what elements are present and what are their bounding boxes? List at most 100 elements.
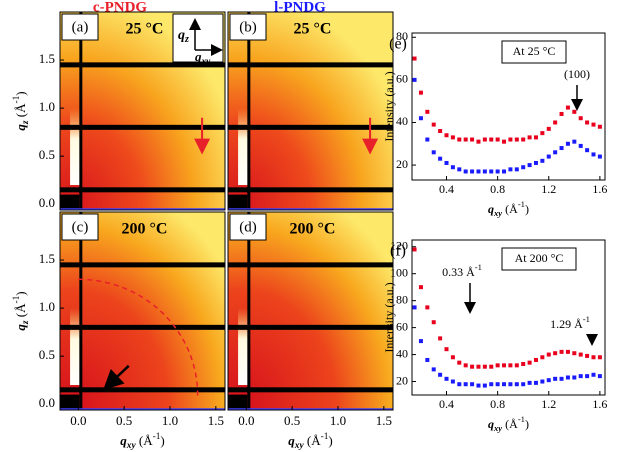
axis-label: (100) bbox=[564, 67, 590, 81]
data-point bbox=[565, 105, 570, 110]
plot-frame bbox=[411, 239, 606, 396]
beamstop-bar bbox=[228, 387, 393, 393]
axis-label: 1.29 Å-1 bbox=[550, 314, 590, 331]
data-point bbox=[514, 382, 519, 387]
y-axis-label: Intensity (a.u.) bbox=[382, 282, 396, 352]
data-point bbox=[540, 379, 545, 384]
x-tick-label: 1.2 bbox=[541, 397, 556, 411]
data-point bbox=[495, 363, 500, 368]
data-point bbox=[546, 126, 551, 131]
scattering-image bbox=[228, 212, 393, 410]
panel-frame bbox=[59, 211, 226, 411]
label-part: xy bbox=[493, 208, 502, 218]
beamstop-bar bbox=[228, 124, 393, 130]
data-point bbox=[521, 137, 526, 142]
beamstop-corner bbox=[60, 194, 80, 210]
scattering-image bbox=[228, 12, 393, 210]
y-tick-label: 80 bbox=[396, 29, 408, 43]
x-tick-label: 0.8 bbox=[490, 397, 505, 411]
panel-frame bbox=[59, 11, 226, 211]
data-point bbox=[591, 355, 596, 360]
data-point bbox=[425, 109, 430, 114]
label-part: q bbox=[488, 417, 494, 431]
x-tick-label: 1.0 bbox=[330, 413, 346, 428]
label-part: ) bbox=[160, 433, 164, 448]
data-point bbox=[444, 160, 449, 165]
y-tick-label: 0.5 bbox=[39, 347, 55, 362]
beamstop-bar bbox=[60, 62, 225, 68]
data-point bbox=[597, 154, 602, 159]
data-point bbox=[502, 363, 507, 368]
label-part: q bbox=[120, 433, 127, 448]
label-part: xy bbox=[201, 57, 212, 67]
data-point bbox=[553, 120, 558, 125]
label-part: -1 bbox=[12, 295, 22, 303]
y-tick-label: 1.5 bbox=[39, 51, 55, 66]
y-tick-label: 40 bbox=[396, 114, 408, 128]
data-point bbox=[502, 169, 507, 174]
data-point bbox=[521, 362, 526, 366]
data-point bbox=[565, 349, 570, 354]
data-point bbox=[578, 352, 583, 357]
y-tick-label: 20 bbox=[396, 373, 408, 387]
panel-label: (d) bbox=[239, 219, 257, 235]
data-point bbox=[597, 374, 602, 379]
data-point bbox=[418, 285, 423, 290]
data-point bbox=[444, 133, 449, 138]
data-point bbox=[565, 375, 570, 380]
data-point bbox=[495, 169, 500, 174]
panel-label: (b) bbox=[239, 19, 257, 35]
data-point bbox=[597, 124, 602, 129]
label-box bbox=[61, 13, 99, 41]
data-point bbox=[502, 139, 507, 144]
label-box bbox=[229, 213, 267, 241]
label-box bbox=[61, 213, 99, 241]
data-point bbox=[540, 131, 545, 136]
data-point bbox=[431, 150, 436, 155]
data-point bbox=[502, 382, 507, 387]
y-axis-label: Intensity (a.u.) bbox=[382, 71, 396, 141]
data-point bbox=[559, 111, 564, 116]
data-point bbox=[418, 116, 423, 121]
specular-stripe bbox=[238, 108, 250, 186]
data-point bbox=[514, 137, 519, 142]
data-point bbox=[591, 152, 596, 157]
label-part: q bbox=[13, 124, 28, 131]
panel-label: (f) bbox=[390, 243, 406, 260]
data-point bbox=[572, 109, 577, 114]
x-tick-label: 0.0 bbox=[70, 413, 86, 428]
data-point bbox=[470, 137, 475, 142]
data-point bbox=[470, 382, 475, 387]
label-part: (Å bbox=[13, 303, 28, 321]
label-part: q bbox=[195, 49, 202, 64]
data-point bbox=[495, 382, 500, 387]
label-part: ) bbox=[13, 291, 28, 295]
data-point bbox=[438, 336, 443, 341]
data-point bbox=[508, 382, 513, 387]
y-tick-label: 80 bbox=[396, 292, 408, 306]
temperature: 25 °C bbox=[294, 21, 332, 38]
data-point bbox=[559, 376, 564, 381]
label-part: (Å bbox=[502, 202, 518, 216]
y-tick-label: 0.5 bbox=[39, 147, 55, 162]
y-tick-label: 20 bbox=[396, 157, 408, 171]
label-part: 1.29 Å bbox=[550, 317, 583, 331]
data-point bbox=[431, 122, 436, 127]
data-point bbox=[527, 163, 532, 168]
axis-label: qz (Å-1) bbox=[12, 291, 31, 330]
beamstop-bar bbox=[60, 262, 225, 268]
axis-label: qxy (Å-1) bbox=[288, 432, 332, 451]
beamstop-vertical bbox=[247, 12, 251, 210]
data-point bbox=[514, 167, 519, 172]
data-point bbox=[431, 320, 436, 325]
data-point bbox=[572, 351, 577, 356]
data-point bbox=[527, 360, 532, 365]
label-part: (100) bbox=[564, 67, 590, 81]
data-point bbox=[533, 160, 538, 165]
beamstop-bar bbox=[228, 262, 393, 268]
data-point bbox=[412, 305, 417, 310]
data-point bbox=[546, 378, 551, 383]
data-point bbox=[540, 355, 545, 360]
data-point bbox=[438, 129, 443, 133]
